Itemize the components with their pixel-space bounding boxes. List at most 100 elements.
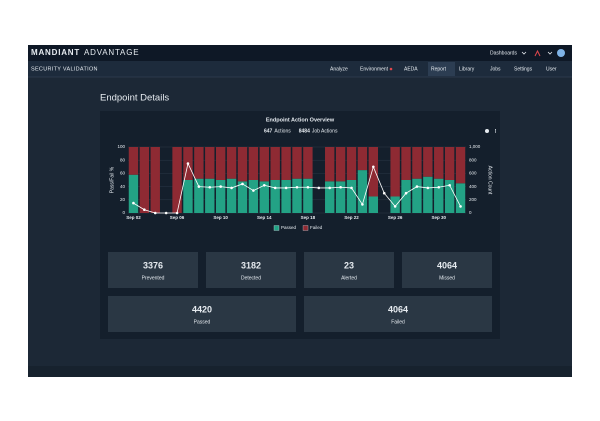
bar-segment [281, 147, 291, 180]
stat-value: 4420 [192, 304, 212, 314]
count-point [241, 182, 244, 186]
nav-item[interactable]: AEDA [404, 66, 418, 72]
bar-segment [368, 147, 379, 197]
bar-segment [139, 147, 150, 213]
x-tick-label: Sep 14 [257, 215, 272, 220]
nav-item[interactable]: Settings [514, 66, 533, 72]
info-icon[interactable] [485, 129, 489, 133]
bar-segment [401, 147, 411, 180]
nav-item[interactable]: Environment [360, 66, 389, 72]
nav-item[interactable]: Report [431, 66, 447, 72]
count-point [252, 189, 255, 192]
stat-value: 4064 [437, 260, 457, 270]
y-tick-label: 20 [120, 197, 126, 202]
count-point [273, 186, 277, 190]
y-tick-label: 100 [117, 144, 125, 149]
bar-segment [303, 178, 313, 213]
bar-segment [215, 180, 226, 213]
bar-segment [434, 147, 444, 179]
stat-value: 23 [344, 260, 354, 270]
bar-segment [455, 147, 466, 184]
stat-label: Prevented [142, 275, 165, 281]
bar-segment [237, 181, 248, 213]
count-point [143, 208, 146, 211]
bar-segment [150, 147, 160, 213]
x-tick-label: Sep 30 [431, 215, 446, 220]
x-tick-label: Sep 18 [301, 215, 316, 220]
avatar[interactable] [557, 49, 565, 57]
bar-segment [412, 147, 422, 179]
y2-tick-label: 200 [469, 197, 477, 202]
bar-segment [128, 147, 139, 175]
stat-card [304, 252, 394, 288]
y-tick-label: 80 [120, 157, 126, 162]
count-point [175, 211, 179, 215]
legend-swatch [302, 225, 309, 231]
nav-item[interactable]: Library [459, 66, 475, 72]
alert-icon[interactable] [534, 49, 541, 57]
bar-segment [335, 147, 346, 182]
bar-segment [292, 147, 302, 179]
nav-item[interactable]: User [546, 66, 557, 72]
stat-card [108, 296, 296, 332]
bar-segment [226, 178, 237, 213]
bar-segment [346, 180, 357, 213]
bar-segment [215, 147, 226, 180]
count-point [317, 186, 321, 190]
dashboards-menu[interactable]: Dashboards [490, 50, 517, 56]
nav-item[interactable]: Analyze [330, 66, 348, 72]
x-tick-label: Sep 26 [388, 215, 403, 220]
summary-label: Job Actions [312, 128, 338, 134]
top-bar [28, 45, 572, 61]
legend-label: Passed [281, 225, 297, 230]
count-point [284, 186, 288, 190]
bar-segment [423, 147, 433, 177]
bar-segment [205, 147, 215, 179]
bar-segment [357, 147, 368, 171]
bar-segment [248, 180, 259, 213]
y-tick-label: 0 [122, 210, 125, 215]
bar-segment [259, 147, 269, 182]
brand: MANDIANT [31, 48, 80, 57]
bar-segment [248, 147, 259, 180]
bar-segment [237, 147, 248, 182]
count-point [219, 185, 222, 188]
bar-segment [194, 147, 204, 179]
bar-segment [401, 180, 411, 213]
page-title: Endpoint Details [100, 93, 169, 104]
bar-segment [357, 170, 368, 213]
bar-segment [292, 178, 302, 213]
chevron [521, 51, 527, 55]
count-point [262, 183, 266, 187]
more-icon[interactable]: ⋮ [493, 128, 498, 134]
stat-value: 4064 [388, 304, 408, 314]
bar-segment [455, 183, 466, 213]
chart-title: Endpoint Action Overview [266, 117, 335, 123]
stat-label: Detected [241, 275, 261, 281]
bar-segment [434, 178, 444, 213]
count-point [153, 211, 157, 215]
nav-badge [389, 67, 393, 71]
nav-item[interactable]: Jobs [490, 66, 501, 72]
count-point [328, 186, 332, 190]
stat-label: Alerted [341, 275, 357, 281]
chevron [547, 51, 553, 55]
count-point [295, 185, 299, 189]
count-point [197, 185, 201, 188]
summary-label: Actions [274, 128, 291, 134]
bar-segment [390, 196, 400, 213]
y2-axis-label: Action Count [487, 166, 493, 195]
y2-tick-label: 0 [469, 210, 472, 215]
bar-segment [226, 147, 237, 179]
count-point [132, 201, 135, 205]
y-tick-label: 40 [120, 184, 126, 189]
count-point [339, 185, 342, 189]
legend-swatch [273, 225, 280, 231]
bar-segment [444, 180, 455, 213]
y2-tick-label: 400 [469, 184, 477, 189]
y-axis-label: Pass/Fail % [109, 166, 115, 193]
x-tick-label: Sep 06 [170, 215, 185, 220]
x-tick-label: Sep 02 [126, 215, 141, 220]
bar-segment [205, 178, 215, 213]
